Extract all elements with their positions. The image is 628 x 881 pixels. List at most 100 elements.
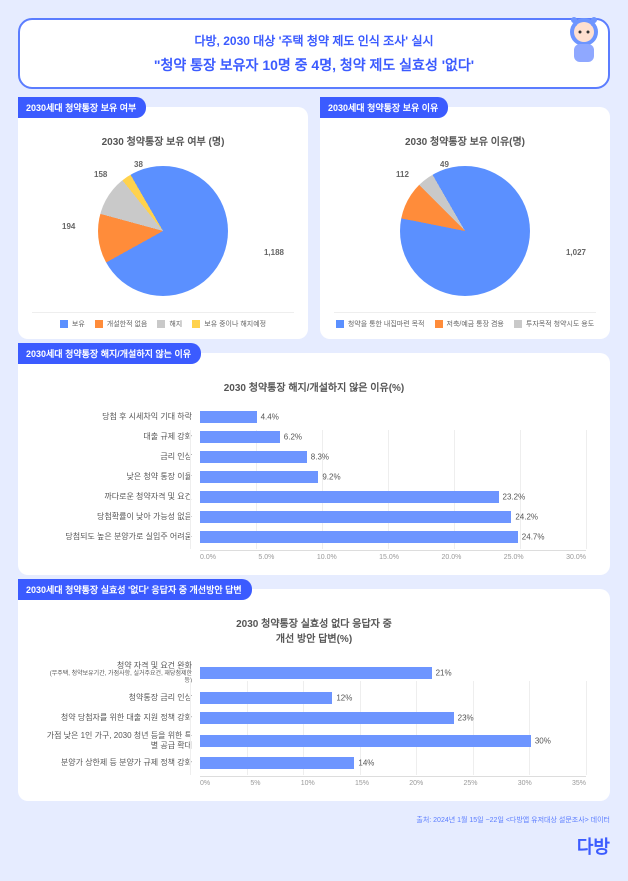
bar-label: 낮은 청약 통장 이율 (42, 472, 192, 482)
pie-slice-label: 158 (94, 170, 107, 179)
legend-swatch (95, 320, 103, 328)
bar-label: 가점 낮은 1인 가구, 2030 청년 등을 위한 특별 공급 확대 (42, 731, 192, 750)
pie-slice-label: 1,188 (264, 248, 284, 257)
axis-tick: 25% (463, 780, 477, 787)
axis-tick: 10.0% (317, 554, 337, 561)
legend-label: 보유 중이나 해지예정 (204, 319, 266, 329)
legend-label: 청약을 통한 내집마련 목적 (348, 319, 425, 329)
bar-label: 당첨되도 높은 분양가로 실입주 어려움 (42, 532, 192, 542)
bar-row: 까다로운 청약자격 및 요건 23.2% (42, 490, 586, 504)
bar-row: 당첨확률이 낮아 가능성 없음 24.2% (42, 510, 586, 524)
chart-title-line1: 2030 청약통장 실효성 없다 응답자 중 (236, 619, 392, 630)
mascot-icon (554, 10, 614, 70)
legend: 보유 개설한적 없음 해지 보유 중이나 해지예정 (32, 312, 294, 329)
bar-value: 8.3% (311, 453, 329, 462)
bar-track: 8.3% (200, 450, 586, 464)
bar-row: 당첨 후 시세차익 기대 하락 4.4% (42, 410, 586, 424)
axis-tick: 20.0% (441, 554, 461, 561)
bar-fill (200, 511, 511, 523)
bar-value: 24.7% (522, 533, 545, 542)
legend-item: 해지 (157, 319, 182, 329)
bar-label: 대출 규제 강화 (42, 432, 192, 442)
section-label: 2030세대 청약통장 해지/개설하지 않는 이유 (18, 343, 201, 364)
legend-item: 청약을 통한 내집마련 목적 (336, 319, 425, 329)
bar-fill (200, 735, 531, 747)
bar-value: 12% (336, 693, 352, 702)
legend-swatch (192, 320, 200, 328)
legend-label: 개설한적 없음 (107, 319, 148, 329)
legend: 청약을 통한 내집마련 목적 저축/예금 통장 겸용 투자목적 청약시도 용도 (334, 312, 596, 329)
bar-value: 4.4% (261, 413, 279, 422)
legend-swatch (336, 320, 344, 328)
pie-graphic (400, 166, 530, 296)
legend-label: 저축/예금 통장 겸용 (447, 319, 504, 329)
pie-slice-label: 49 (440, 160, 449, 169)
axis-tick: 0.0% (200, 554, 216, 561)
bar-value: 24.2% (515, 513, 538, 522)
bar-label: 당첨확률이 낮아 가능성 없음 (42, 512, 192, 522)
bar-row: 분양가 상한제 등 분양가 규제 정책 강화 14% (42, 756, 586, 770)
bar-fill (200, 757, 354, 769)
axis-tick: 30% (518, 780, 532, 787)
bar-fill (200, 411, 257, 423)
bar-fill (200, 471, 318, 483)
bar-track: 24.7% (200, 530, 586, 544)
x-axis: 0%5%10%15%20%25%30%35% (42, 776, 586, 787)
axis-tick: 15.0% (379, 554, 399, 561)
legend-label: 보유 (72, 319, 85, 329)
axis-tick: 35% (572, 780, 586, 787)
chart-title: 2030 청약통장 실효성 없다 응답자 중 개선 방안 답변(%) (32, 615, 596, 645)
bar-chart-improvement: 청약 자격 및 요건 완화(무주택, 청약보유기간, 가점사항, 실거주요건, … (32, 653, 596, 791)
bar-label: 까다로운 청약자격 및 요건 (42, 492, 192, 502)
legend-item: 투자목적 청약시도 용도 (514, 319, 594, 329)
axis-tick: 0% (200, 780, 210, 787)
axis-tick: 30.0% (566, 554, 586, 561)
bar-track: 21% (200, 666, 586, 680)
axis-tick: 5.0% (258, 554, 274, 561)
legend-swatch (514, 320, 522, 328)
bar-fill (200, 692, 332, 704)
bar-label: 금리 인상 (42, 452, 192, 462)
chart-title: 2030 청약통장 보유 이유(명) (334, 133, 596, 148)
bar-label: 분양가 상한제 등 분양가 규제 정책 강화 (42, 758, 192, 768)
pie-row: 2030세대 청약통장 보유 여부 2030 청약통장 보유 여부 (명) 1,… (18, 107, 610, 339)
bar-row: 낮은 청약 통장 이율 9.2% (42, 470, 586, 484)
infographic-page: 다방, 2030 대상 '주택 청약 제도 인식 조사' 실시 "청약 통장 보… (0, 0, 628, 881)
bar-track: 12% (200, 691, 586, 705)
legend-item: 보유 중이나 해지예정 (192, 319, 266, 329)
pie-panel-reason: 2030세대 청약통장 보유 이유 2030 청약통장 보유 이유(명) 1,0… (320, 107, 610, 339)
legend-swatch (157, 320, 165, 328)
bar-track: 9.2% (200, 470, 586, 484)
pie-slice-label: 1,027 (566, 248, 586, 257)
bar-value: 23% (458, 713, 474, 722)
bar-fill (200, 712, 454, 724)
section-label: 2030세대 청약통장 보유 여부 (18, 97, 146, 118)
bar-chart-cancel-reason: 당첨 후 시세차익 기대 하락 4.4% 대출 규제 강화 6.2% 금리 인상 8.3%… (32, 402, 596, 565)
bar-label: 청약 자격 및 요건 완화(무주택, 청약보유기간, 가점사항, 실거주요건, … (42, 661, 192, 685)
bar-fill (200, 531, 518, 543)
pie-graphic (98, 166, 228, 296)
bar-track: 24.2% (200, 510, 586, 524)
axis-tick: 25.0% (504, 554, 524, 561)
bar-fill (200, 667, 432, 679)
bar-track: 4.4% (200, 410, 586, 424)
legend-label: 해지 (169, 319, 182, 329)
bar-value: 23.2% (503, 493, 526, 502)
bar-track: 23% (200, 711, 586, 725)
legend-item: 개설한적 없음 (95, 319, 148, 329)
axis-tick: 15% (355, 780, 369, 787)
bar-value: 21% (436, 668, 452, 677)
chart-title: 2030 청약통장 보유 여부 (명) (32, 133, 294, 148)
bar-value: 9.2% (322, 473, 340, 482)
bar-row: 대출 규제 강화 6.2% (42, 430, 586, 444)
source-attribution: 출처: 2024년 1월 15일 ~22일 <다방앱 유저대상 설문조사> 데이… (18, 815, 610, 825)
bar-row: 당첨되도 높은 분양가로 실입주 어려움 24.7% (42, 530, 586, 544)
bar-track: 14% (200, 756, 586, 770)
bar-value: 6.2% (284, 433, 302, 442)
bar-track: 23.2% (200, 490, 586, 504)
header-card: 다방, 2030 대상 '주택 청약 제도 인식 조사' 실시 "청약 통장 보… (18, 18, 610, 89)
bar-row: 금리 인상 8.3% (42, 450, 586, 464)
bar-label: 당첨 후 시세차익 기대 하락 (42, 412, 192, 422)
bar-row: 청약 자격 및 요건 완화(무주택, 청약보유기간, 가점사항, 실거주요건, … (42, 661, 586, 685)
legend-item: 보유 (60, 319, 85, 329)
